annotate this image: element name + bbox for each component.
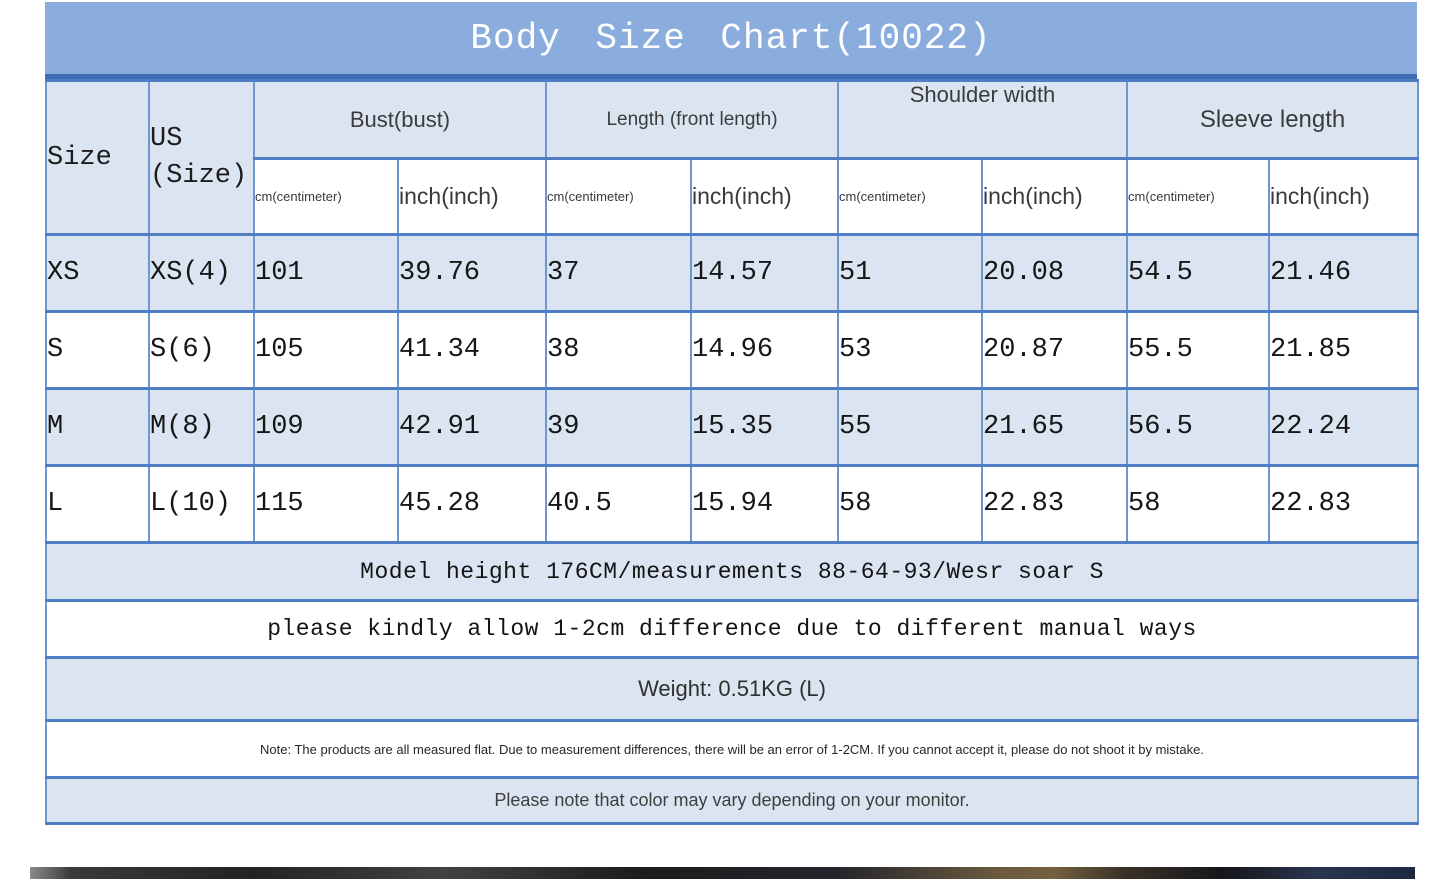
- value-cell: 21.46: [1268, 233, 1420, 313]
- table-row-xs: XS XS(4) 101 39.76 37 14.57 51 20.08 54.…: [45, 233, 1420, 313]
- size-cell: L: [45, 464, 150, 544]
- value-cell: 20.87: [981, 310, 1129, 390]
- value-cell: 21.85: [1268, 310, 1420, 390]
- header-bust-cm: cm(centimeter): [253, 157, 399, 236]
- size-cell: S: [45, 310, 150, 390]
- chart-title-bar: Body Size Chart(10022): [45, 2, 1417, 79]
- value-cell: 53: [837, 310, 984, 390]
- value-cell: 14.96: [690, 310, 840, 390]
- value-cell: 56.5: [1126, 387, 1271, 467]
- value-cell: 54.5: [1126, 233, 1271, 313]
- header-sleeve-inch: inch(inch): [1268, 157, 1420, 236]
- value-cell: 37: [545, 233, 693, 313]
- weight-text: Weight: 0.51KG (L): [44, 656, 1420, 722]
- header-us-line1: US: [150, 124, 183, 155]
- note-row-allowance: please kindly allow 1-2cm difference due…: [44, 599, 1420, 659]
- value-cell: 38: [545, 310, 693, 390]
- value-cell: 105: [253, 310, 399, 390]
- header-length-cm: cm(centimeter): [545, 157, 693, 236]
- note-row-monitor: Please note that color may vary dependin…: [44, 776, 1420, 825]
- value-cell: 22.83: [981, 464, 1129, 544]
- header-group-row: Size US (Size) Bust(bust) Length (front …: [45, 79, 1420, 236]
- note-row-model-info: Model height 176CM/measurements 88-64-93…: [44, 541, 1420, 602]
- value-cell: 51: [837, 233, 984, 313]
- value-cell: 15.94: [690, 464, 840, 544]
- value-cell: 58: [1126, 464, 1271, 544]
- size-chart: Body Size Chart(10022) Size US (Size) Bu…: [44, 2, 1420, 825]
- value-cell: 39: [545, 387, 693, 467]
- table-row-l: L L(10) 115 45.28 40.5 15.94 58 22.83 58…: [45, 464, 1420, 544]
- model-info-text: Model height 176CM/measurements 88-64-93…: [44, 541, 1420, 602]
- us-size-cell: M(8): [148, 387, 255, 467]
- value-cell: 40.5: [545, 464, 693, 544]
- value-cell: 22.83: [1268, 464, 1420, 544]
- header-group-bust: Bust(bust): [252, 79, 548, 160]
- note-row-weight: Weight: 0.51KG (L): [44, 656, 1420, 722]
- table-row-s: S S(6) 105 41.34 38 14.96 53 20.87 55.5 …: [45, 310, 1420, 390]
- header-length-inch: inch(inch): [690, 157, 840, 236]
- value-cell: 45.28: [396, 464, 548, 544]
- value-cell: 41.34: [396, 310, 548, 390]
- value-cell: 101: [253, 233, 399, 313]
- value-cell: 14.57: [690, 233, 840, 313]
- value-cell: 115: [253, 464, 399, 544]
- size-cell: M: [45, 387, 150, 467]
- monitor-note-text: Please note that color may vary dependin…: [44, 776, 1420, 825]
- header-group-length: Length (front length): [545, 79, 840, 160]
- size-table: Size US (Size) Bust(bust) Length (front …: [44, 79, 1420, 825]
- size-cell: XS: [45, 233, 150, 313]
- value-cell: 55.5: [1126, 310, 1271, 390]
- value-cell: 22.24: [1268, 387, 1420, 467]
- value-cell: 15.35: [690, 387, 840, 467]
- us-size-cell: XS(4): [148, 233, 255, 313]
- value-cell: 109: [253, 387, 399, 467]
- value-cell: 21.65: [981, 387, 1129, 467]
- chart-title: Body Size Chart(10022): [470, 17, 992, 59]
- header-us-line2: (Size): [150, 160, 248, 191]
- us-size-cell: L(10): [148, 464, 255, 544]
- table-row-m: M M(8) 109 42.91 39 15.35 55 21.65 56.5 …: [45, 387, 1420, 467]
- note-row-measurement: Note: The products are all measured flat…: [44, 719, 1420, 779]
- value-cell: 39.76: [396, 233, 548, 313]
- header-group-sleeve-length: Sleeve length: [1126, 79, 1420, 160]
- header-shoulder-cm: cm(centimeter): [837, 157, 984, 236]
- value-cell: 55: [837, 387, 984, 467]
- us-size-cell: S(6): [148, 310, 255, 390]
- header-sleeve-cm: cm(centimeter): [1126, 157, 1271, 236]
- value-cell: 58: [837, 464, 984, 544]
- value-cell: 42.91: [396, 387, 548, 467]
- header-group-shoulder-width: Shoulder width: [837, 79, 1129, 160]
- allowance-text: please kindly allow 1-2cm difference due…: [44, 599, 1420, 659]
- header-bust-inch: inch(inch): [396, 157, 548, 236]
- header-shoulder-inch: inch(inch): [981, 157, 1129, 236]
- photo-strip: [30, 867, 1415, 879]
- header-size: Size: [45, 79, 150, 236]
- measurement-note-text: Note: The products are all measured flat…: [44, 719, 1420, 779]
- value-cell: 20.08: [981, 233, 1129, 313]
- header-unit-row: cm(centimeter) inch(inch) cm(centimeter)…: [46, 157, 1420, 236]
- header-us-size: US (Size): [148, 79, 255, 236]
